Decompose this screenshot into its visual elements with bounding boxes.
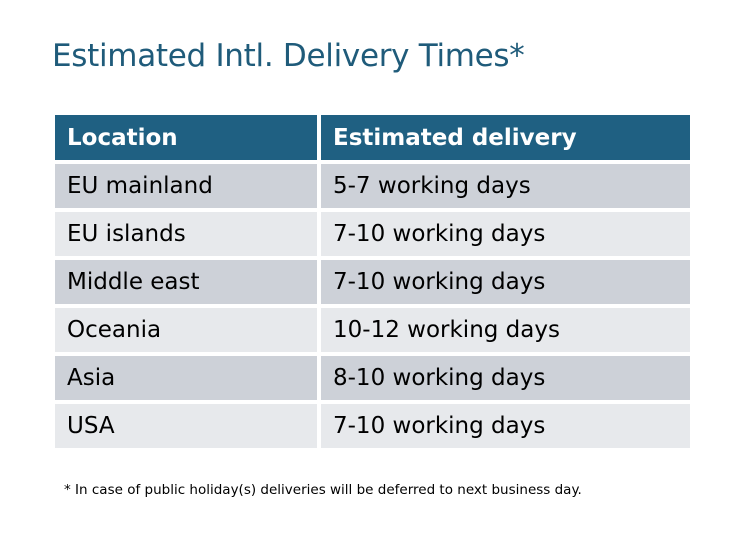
table-row: Oceania 10-12 working days	[55, 308, 690, 352]
page-title: Estimated Intl. Delivery Times*	[52, 38, 525, 74]
location-cell: EU mainland	[55, 164, 317, 208]
delivery-time-cell: 7-10 working days	[321, 260, 690, 304]
delivery-table: Location Estimated delivery EU mainland 5…	[51, 111, 694, 452]
location-cell: EU islands	[55, 212, 317, 256]
table-row: USA 7-10 working days	[55, 404, 690, 448]
footnote: * In case of public holiday(s) deliverie…	[64, 482, 582, 498]
delivery-time-cell: 7-10 working days	[321, 404, 690, 448]
delivery-time-cell: 5-7 working days	[321, 164, 690, 208]
delivery-time-cell: 7-10 working days	[321, 212, 690, 256]
location-cell: USA	[55, 404, 317, 448]
location-cell: Oceania	[55, 308, 317, 352]
location-cell: Middle east	[55, 260, 317, 304]
table-header-row: Location Estimated delivery	[55, 115, 690, 160]
column-header-location: Location	[55, 115, 317, 160]
delivery-time-cell: 10-12 working days	[321, 308, 690, 352]
table-row: EU mainland 5-7 working days	[55, 164, 690, 208]
table-row: Asia 8-10 working days	[55, 356, 690, 400]
delivery-time-cell: 8-10 working days	[321, 356, 690, 400]
table-row: EU islands 7-10 working days	[55, 212, 690, 256]
location-cell: Asia	[55, 356, 317, 400]
column-header-estimated-delivery: Estimated delivery	[321, 115, 690, 160]
table-row: Middle east 7-10 working days	[55, 260, 690, 304]
